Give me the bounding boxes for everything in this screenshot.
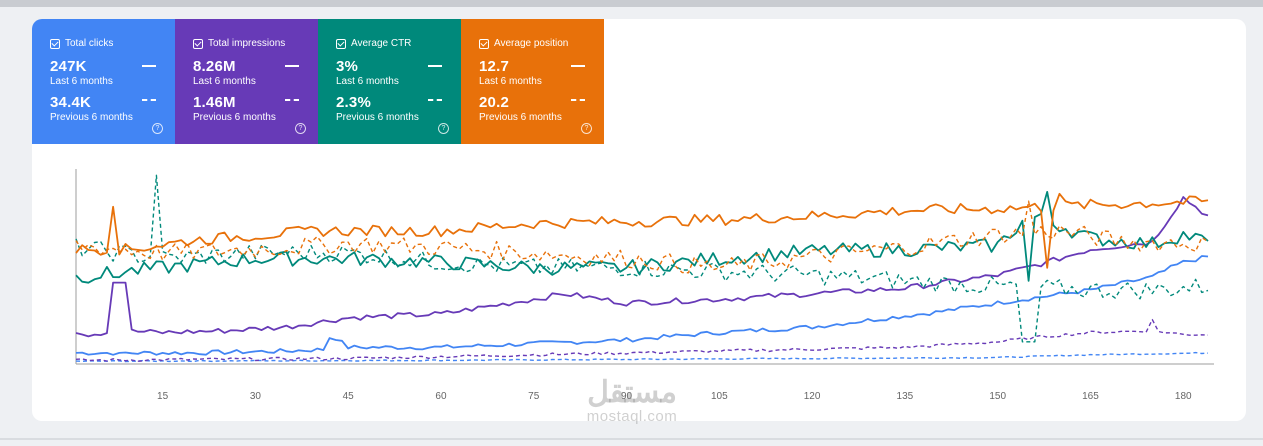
card-value: 8.26M: [193, 58, 236, 75]
x-tick-label: 60: [435, 391, 447, 402]
card-period: Last 6 months: [479, 76, 542, 87]
card-value: 12.7: [479, 58, 509, 75]
metric-card-average-ctr[interactable]: Average CTR 3% Last 6 months 2.3% Previo…: [318, 19, 461, 144]
series-line-total-clicks-dashed[interactable]: [75, 351, 1209, 363]
series-line-total-impressions-dashed[interactable]: [75, 318, 1209, 362]
watermark-arabic: مستقل: [587, 376, 677, 409]
dashed-line-legend-icon: [142, 99, 156, 101]
card-prev-period: Previous 6 months: [193, 112, 276, 123]
card-prev-value: 34.4K: [50, 94, 92, 111]
series-line-total-clicks-solid[interactable]: [75, 255, 1209, 356]
metric-card-total-impressions[interactable]: Total impressions 8.26M Last 6 months 1.…: [175, 19, 318, 144]
metric-cards: Total clicks 247K Last 6 months 34.4K Pr…: [32, 19, 604, 144]
card-period: Last 6 months: [193, 76, 256, 87]
card-period: Last 6 months: [336, 76, 399, 87]
performance-line-chart[interactable]: 15 30 45 60 75 90 105 120 135 150 165 180: [32, 19, 1246, 421]
watermark-latin: mostaql.com: [586, 408, 678, 425]
dashed-line-legend-icon: [428, 99, 442, 101]
card-title: Total impressions: [208, 38, 286, 49]
metric-card-average-position[interactable]: Average position 12.7 Last 6 months 20.2…: [461, 19, 604, 144]
card-title: Average CTR: [351, 38, 412, 49]
card-value: 247K: [50, 58, 87, 75]
x-tick-label: 165: [1082, 391, 1099, 402]
x-tick-label: 45: [343, 391, 355, 402]
series-line-average-ctr-solid[interactable]: [75, 190, 1209, 284]
help-icon[interactable]: ?: [438, 123, 449, 134]
series-line-average-ctr-dashed[interactable]: [75, 174, 1209, 343]
dashed-line-legend-icon: [571, 99, 585, 101]
performance-panel: Total clicks 247K Last 6 months 34.4K Pr…: [32, 19, 1246, 425]
checkbox-icon[interactable]: [336, 38, 346, 49]
x-tick-label: 75: [528, 391, 540, 402]
solid-line-legend-icon: [142, 65, 156, 67]
solid-line-legend-icon: [571, 65, 585, 67]
card-prev-period: Previous 6 months: [336, 112, 419, 123]
card-prev-value: 2.3%: [336, 94, 371, 111]
series-line-average-position-solid[interactable]: [75, 192, 1209, 269]
page-divider: [0, 438, 1263, 440]
solid-line-legend-icon: [428, 65, 442, 67]
checkbox-icon[interactable]: [193, 38, 203, 49]
series-line-total-impressions-solid[interactable]: [75, 196, 1209, 338]
help-icon[interactable]: ?: [581, 123, 592, 134]
checkbox-icon[interactable]: [50, 38, 60, 49]
x-tick-label: 135: [897, 391, 914, 402]
browser-top-strip: [0, 0, 1263, 7]
card-period: Last 6 months: [50, 76, 113, 87]
card-prev-period: Previous 6 months: [50, 112, 133, 123]
card-title: Total clicks: [65, 38, 114, 49]
metric-card-total-clicks[interactable]: Total clicks 247K Last 6 months 34.4K Pr…: [32, 19, 175, 144]
x-tick-label: 90: [621, 391, 633, 402]
card-value: 3%: [336, 58, 359, 75]
series-line-average-position-dashed[interactable]: [75, 200, 1209, 274]
x-tick-label: 180: [1175, 391, 1192, 402]
solid-line-legend-icon: [285, 65, 299, 67]
card-title: Average position: [494, 38, 569, 49]
card-prev-value: 1.46M: [193, 94, 236, 111]
x-tick-label: 105: [711, 391, 728, 402]
checkbox-icon[interactable]: [479, 38, 489, 49]
x-tick-label: 150: [989, 391, 1006, 402]
help-icon[interactable]: ?: [152, 123, 163, 134]
x-tick-label: 15: [157, 391, 169, 402]
mostaql-watermark: مستقل mostaql.com: [572, 377, 692, 425]
x-tick-label: 120: [804, 391, 821, 402]
help-icon[interactable]: ?: [295, 123, 306, 134]
card-prev-period: Previous 6 months: [479, 112, 562, 123]
dashed-line-legend-icon: [285, 99, 299, 101]
card-prev-value: 20.2: [479, 94, 509, 111]
x-tick-label: 30: [250, 391, 262, 402]
